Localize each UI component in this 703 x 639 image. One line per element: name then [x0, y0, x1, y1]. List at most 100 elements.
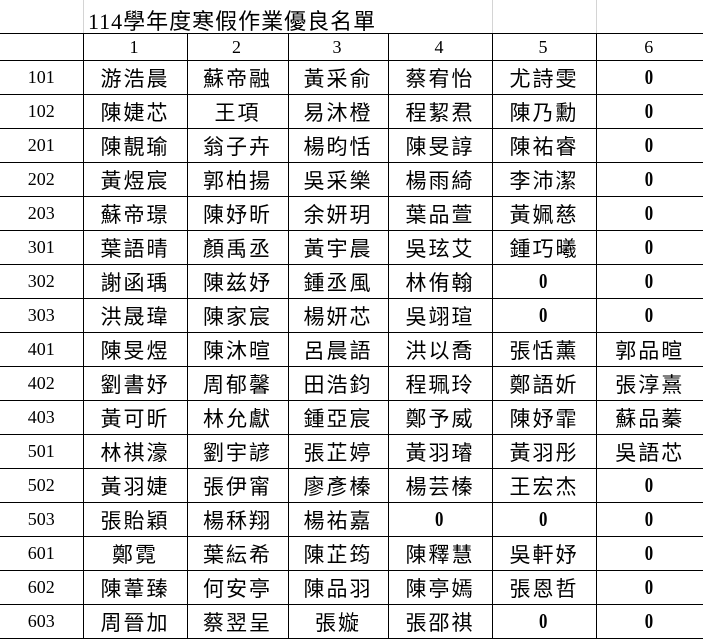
- name-cell[interactable]: 0: [606, 502, 693, 537]
- column-header-1[interactable]: 1: [82, 33, 188, 61]
- class-cell[interactable]: 602: [0, 570, 84, 605]
- name-cell[interactable]: 林侑翰: [387, 264, 493, 299]
- name-cell[interactable]: 林祺濠: [82, 434, 188, 469]
- class-cell[interactable]: 102: [0, 94, 84, 129]
- name-cell[interactable]: 張貽穎: [82, 502, 188, 537]
- name-cell[interactable]: 蘇帝融: [186, 60, 289, 95]
- name-cell[interactable]: 陳乃勳: [491, 94, 597, 129]
- name-cell[interactable]: 陳亭嫣: [387, 570, 493, 605]
- name-cell[interactable]: 陳兹妤: [186, 264, 289, 299]
- name-cell[interactable]: 尤詩雯: [491, 60, 597, 95]
- class-cell[interactable]: 601: [0, 536, 84, 571]
- name-cell[interactable]: 吳翊瑄: [387, 298, 493, 333]
- name-cell[interactable]: 黃羽婕: [82, 468, 188, 503]
- name-cell[interactable]: 黃采俞: [287, 60, 389, 95]
- name-cell[interactable]: 鍾丞風: [287, 264, 389, 299]
- class-cell[interactable]: 403: [0, 400, 84, 435]
- name-cell[interactable]: 0: [501, 604, 586, 639]
- name-cell[interactable]: 0: [606, 536, 693, 571]
- name-cell[interactable]: 0: [606, 468, 693, 503]
- name-cell[interactable]: 陳妤霏: [491, 400, 597, 435]
- name-cell[interactable]: 0: [606, 60, 693, 95]
- name-cell[interactable]: 余妍玥: [287, 196, 389, 231]
- name-cell[interactable]: 陳靚瑜: [82, 128, 188, 163]
- name-cell[interactable]: 陳旻煜: [82, 332, 188, 367]
- class-cell[interactable]: 502: [0, 468, 84, 503]
- name-cell[interactable]: 吳玹艾: [387, 230, 493, 265]
- name-cell[interactable]: 何安亭: [186, 570, 289, 605]
- name-cell[interactable]: 蔡翌呈: [186, 604, 289, 639]
- name-cell[interactable]: 陳釋慧: [387, 536, 493, 571]
- name-cell[interactable]: 0: [606, 570, 693, 605]
- name-cell[interactable]: 0: [606, 298, 693, 333]
- name-cell[interactable]: 周晉加: [82, 604, 188, 639]
- column-header-2[interactable]: 2: [186, 33, 289, 61]
- name-cell[interactable]: 0: [606, 162, 693, 197]
- name-cell[interactable]: 洪以喬: [387, 332, 493, 367]
- name-cell[interactable]: 王項: [186, 94, 289, 129]
- name-cell[interactable]: 陳旻諄: [387, 128, 493, 163]
- name-cell[interactable]: 陳芷筠: [287, 536, 389, 571]
- name-cell[interactable]: 楊妍芯: [287, 298, 389, 333]
- name-cell[interactable]: 王宏杰: [491, 468, 597, 503]
- name-cell[interactable]: 郭柏揚: [186, 162, 289, 197]
- class-cell[interactable]: 603: [0, 604, 84, 639]
- name-cell[interactable]: 楊芸榛: [387, 468, 493, 503]
- name-cell[interactable]: 0: [606, 264, 693, 299]
- name-cell[interactable]: 黃可昕: [82, 400, 188, 435]
- name-cell[interactable]: 程珮玲: [387, 366, 493, 401]
- name-cell[interactable]: 廖彥榛: [287, 468, 389, 503]
- name-cell[interactable]: 0: [501, 264, 586, 299]
- class-cell[interactable]: 503: [0, 502, 84, 537]
- name-cell[interactable]: 呂晨語: [287, 332, 389, 367]
- name-cell[interactable]: 0: [501, 502, 586, 537]
- name-cell[interactable]: 程絜焄: [387, 94, 493, 129]
- name-cell[interactable]: 楊昀恬: [287, 128, 389, 163]
- column-header-5[interactable]: 5: [491, 33, 597, 61]
- name-cell[interactable]: 陳品羽: [287, 570, 389, 605]
- name-cell[interactable]: 顏禹丞: [186, 230, 289, 265]
- name-cell[interactable]: 蘇帝璟: [82, 196, 188, 231]
- class-cell[interactable]: 402: [0, 366, 84, 401]
- name-cell[interactable]: 鍾亞宸: [287, 400, 389, 435]
- name-cell[interactable]: 楊祐嘉: [287, 502, 389, 537]
- name-cell[interactable]: 葉紜希: [186, 536, 289, 571]
- class-cell[interactable]: 303: [0, 298, 84, 333]
- name-cell[interactable]: 吳語芯: [595, 434, 703, 469]
- name-cell[interactable]: 張伊甯: [186, 468, 289, 503]
- name-cell[interactable]: 李沛潔: [491, 162, 597, 197]
- name-cell[interactable]: 0: [397, 502, 483, 537]
- name-cell[interactable]: 陳沐暄: [186, 332, 289, 367]
- name-cell[interactable]: 吳軒妤: [491, 536, 597, 571]
- name-cell[interactable]: 游浩晨: [82, 60, 188, 95]
- name-cell[interactable]: 鄭語妡: [491, 366, 597, 401]
- name-cell[interactable]: 翁子卉: [186, 128, 289, 163]
- name-cell[interactable]: 陳葦臻: [82, 570, 188, 605]
- name-cell[interactable]: 0: [606, 604, 693, 639]
- name-cell[interactable]: 林允獻: [186, 400, 289, 435]
- name-cell[interactable]: 張淳熹: [595, 366, 703, 401]
- class-cell[interactable]: 202: [0, 162, 84, 197]
- class-cell[interactable]: 302: [0, 264, 84, 299]
- name-cell[interactable]: 吳采樂: [287, 162, 389, 197]
- name-cell[interactable]: 張邵祺: [387, 604, 493, 639]
- class-cell[interactable]: 301: [0, 230, 84, 265]
- name-cell[interactable]: 易沐橙: [287, 94, 389, 129]
- name-cell[interactable]: 田浩鈞: [287, 366, 389, 401]
- class-cell[interactable]: 501: [0, 434, 84, 469]
- name-cell[interactable]: 周郁馨: [186, 366, 289, 401]
- name-cell[interactable]: 陳妤昕: [186, 196, 289, 231]
- name-cell[interactable]: 謝函瑀: [82, 264, 188, 299]
- name-cell[interactable]: 劉宇諺: [186, 434, 289, 469]
- name-cell[interactable]: 郭品暄: [595, 332, 703, 367]
- name-cell[interactable]: 黃宇晨: [287, 230, 389, 265]
- name-cell[interactable]: 0: [501, 298, 586, 333]
- name-cell[interactable]: 張恬薰: [491, 332, 597, 367]
- name-cell[interactable]: 黃羽璿: [387, 434, 493, 469]
- name-cell[interactable]: 葉語晴: [82, 230, 188, 265]
- class-cell[interactable]: 401: [0, 332, 84, 367]
- name-cell[interactable]: 張芷婷: [287, 434, 389, 469]
- name-cell[interactable]: 張恩哲: [491, 570, 597, 605]
- name-cell[interactable]: 陳家宸: [186, 298, 289, 333]
- class-cell[interactable]: 201: [0, 128, 84, 163]
